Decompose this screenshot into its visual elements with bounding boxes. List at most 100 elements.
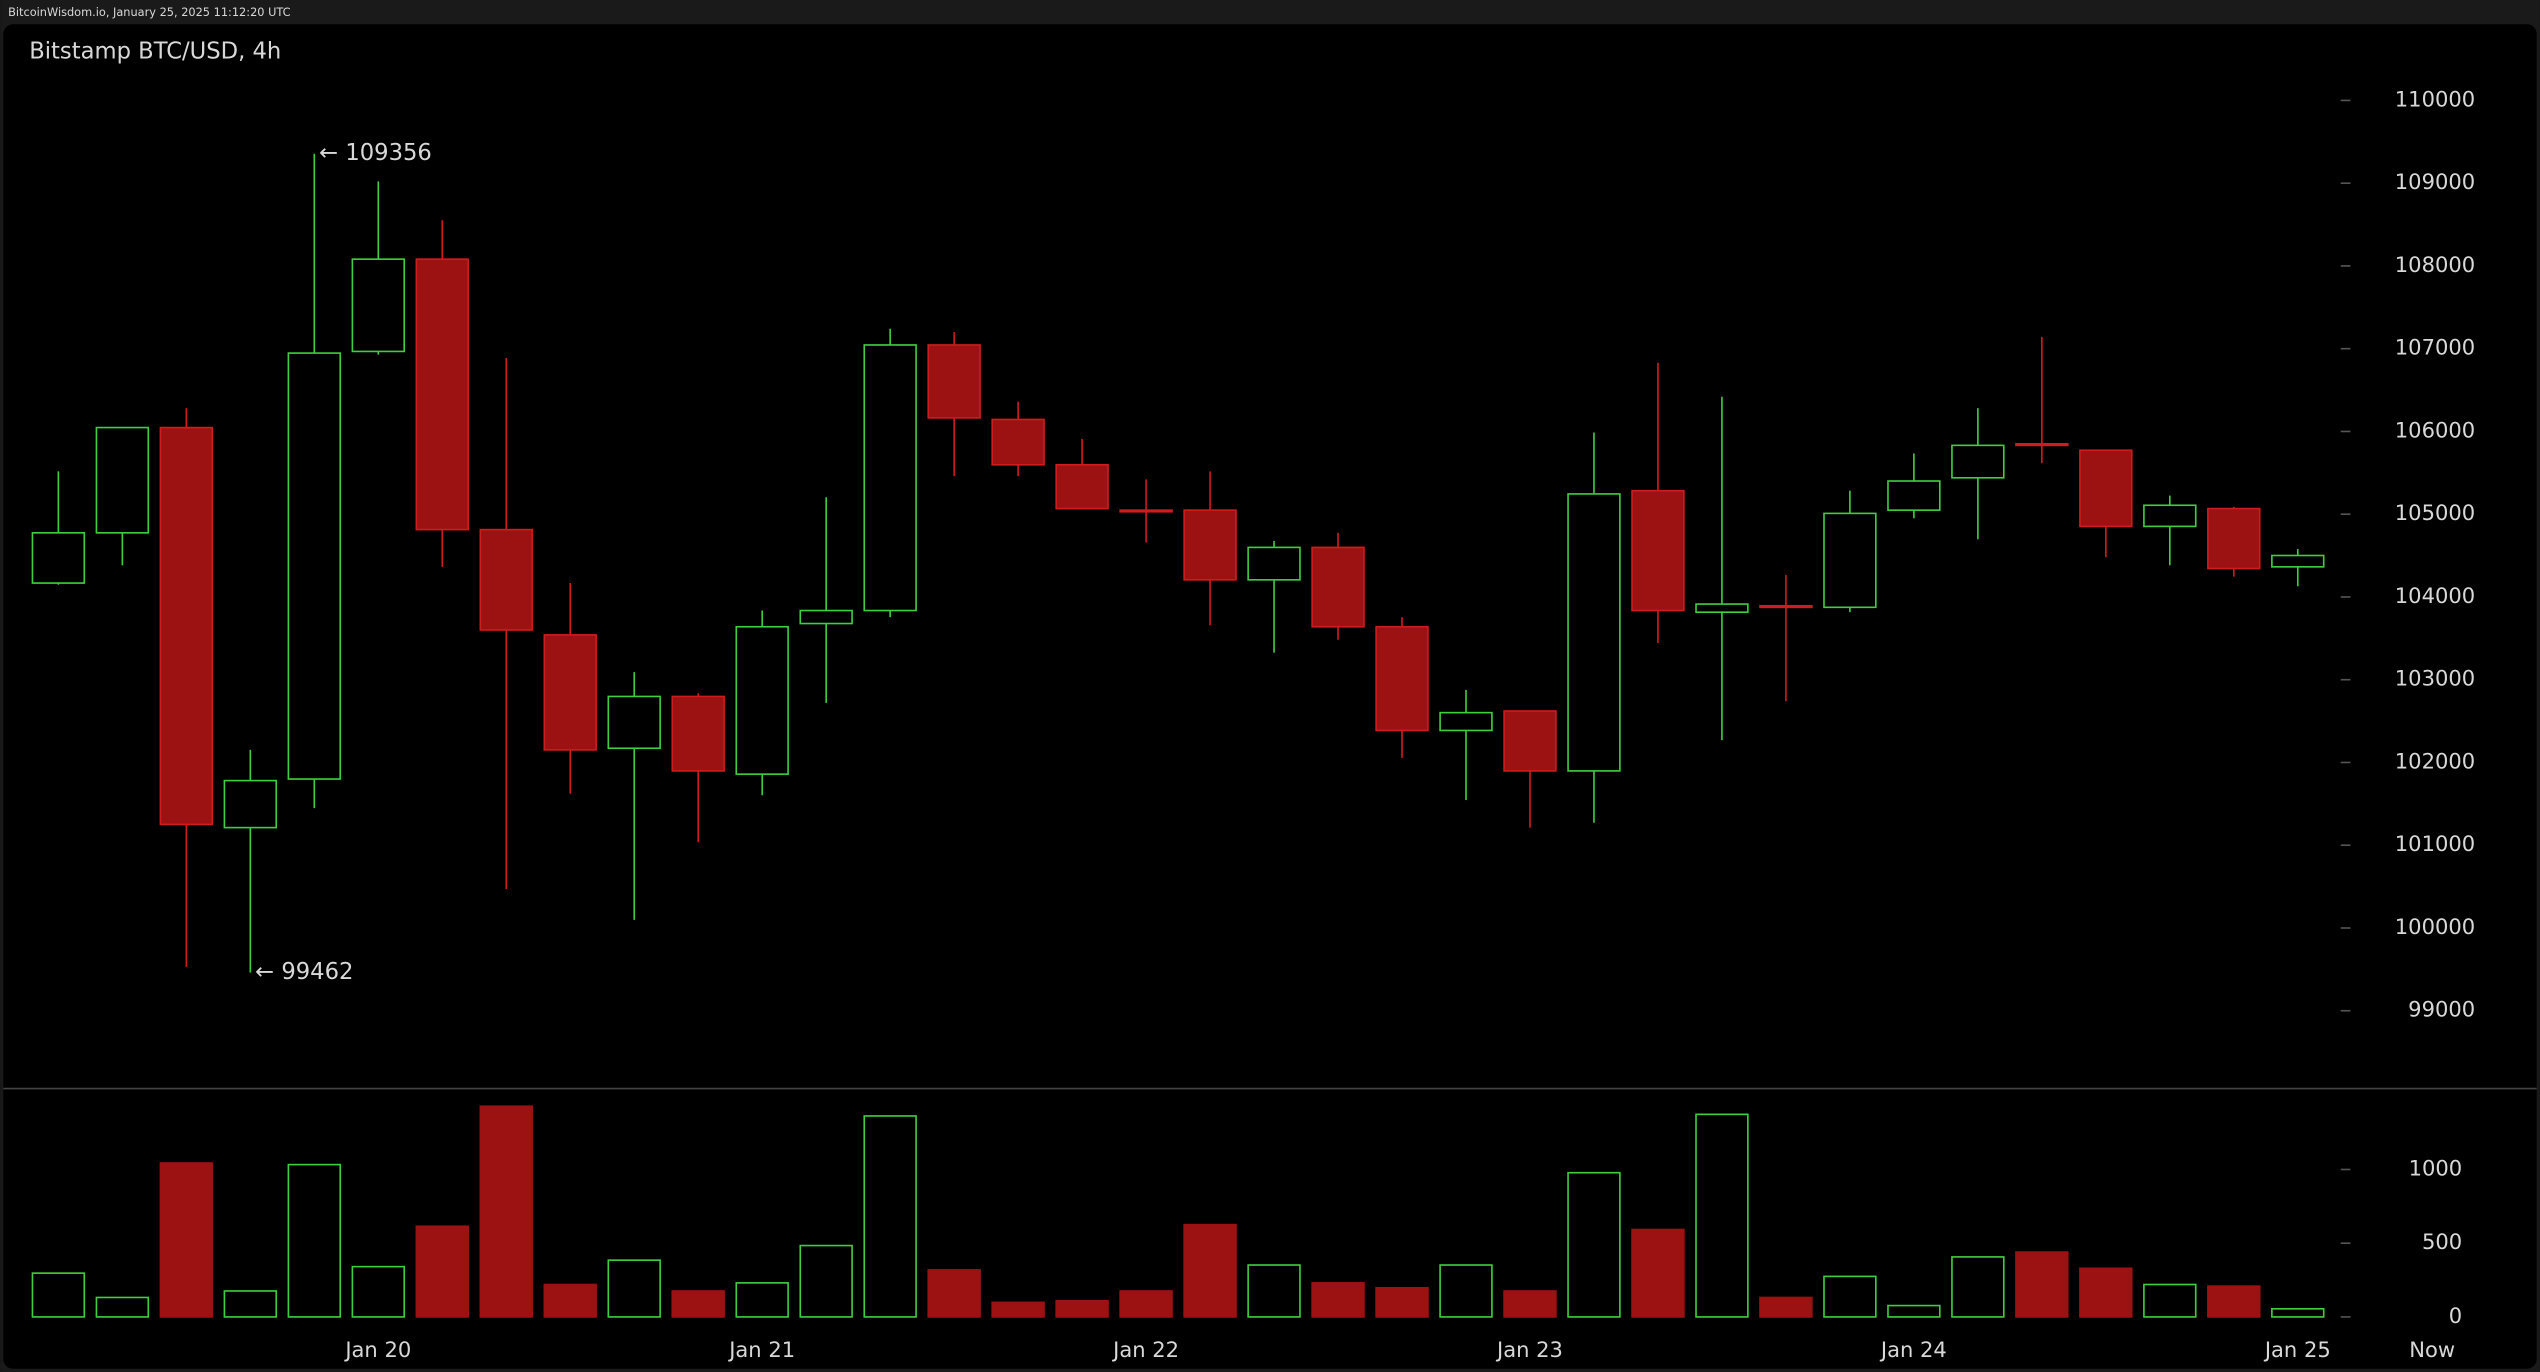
candle-body (1951, 444, 2005, 479)
volume-bar (479, 1105, 533, 1318)
volume-bar (31, 1272, 86, 1318)
volume-bar (1823, 1275, 1877, 1318)
volume-bar (2143, 1283, 2197, 1318)
y-tick-label: 102000 (2395, 748, 2475, 773)
volume-bar (1183, 1223, 1237, 1318)
volume-bar (799, 1244, 853, 1318)
candle-body (607, 695, 661, 750)
volume-bar (1951, 1256, 2005, 1318)
candle-body (1567, 493, 1621, 772)
candle-body (1247, 546, 1301, 581)
volume-bar (543, 1283, 597, 1318)
candle-body (1503, 710, 1557, 772)
candle-body (415, 258, 469, 531)
volume-bar (863, 1115, 917, 1318)
volume-bar (1567, 1171, 1621, 1318)
volume-bar (351, 1265, 406, 1318)
candle-body (351, 258, 406, 353)
volume-bar (1311, 1282, 1365, 1318)
candle-body (735, 625, 789, 775)
y-tick-label: 101000 (2395, 831, 2475, 856)
y-tick-label: 108000 (2395, 252, 2475, 277)
candle-body (1887, 480, 1941, 511)
candle-body (1311, 546, 1365, 628)
y-tick-label: 109000 (2395, 169, 2475, 194)
volume-bar (735, 1282, 789, 1318)
candle-body (1439, 711, 1493, 732)
volume-bar (2207, 1285, 2261, 1318)
y-tick-label: 104000 (2395, 583, 2475, 608)
candle-body (799, 609, 853, 625)
candle-body (1823, 512, 1877, 609)
volume-bar (1759, 1296, 1813, 1318)
candle-body (1119, 509, 1173, 513)
x-tick-label: Jan 22 (1111, 1337, 1179, 1362)
y-tick-label: 107000 (2395, 335, 2475, 360)
candle-body (2015, 442, 2069, 447)
candle-body (31, 532, 86, 584)
candle-body (1759, 604, 1813, 609)
x-tick-label: Jan 21 (727, 1337, 795, 1362)
volume-bar (95, 1296, 150, 1318)
header: BitcoinWisdom.io, January 25, 2025 11:12… (8, 5, 291, 19)
high-annotation: ← 109356 (319, 140, 432, 166)
chart-title: Bitstamp BTC/USD, 4h (29, 38, 281, 64)
candle-body (1375, 625, 1429, 732)
candle-body (95, 426, 150, 534)
candle-body (159, 426, 214, 826)
candle-body (543, 634, 597, 751)
volume-bar (1695, 1113, 1749, 1318)
candle-body (671, 695, 725, 772)
x-tick-label: Jan 20 (343, 1337, 411, 1362)
candle-body (2079, 449, 2133, 528)
candle-body (287, 352, 342, 780)
y-tick-label: 105000 (2395, 500, 2475, 525)
volume-bar (1503, 1290, 1557, 1318)
volume-bar (1247, 1264, 1301, 1318)
y-tick-label: 110000 (2395, 86, 2475, 111)
candle-body (2271, 554, 2325, 568)
volume-bar (415, 1225, 469, 1318)
candle-body (1631, 489, 1685, 612)
volume-bar (607, 1259, 661, 1318)
candle-body (479, 528, 533, 631)
volume-bar (1439, 1264, 1493, 1318)
low-annotation: ← 99462 (255, 959, 353, 985)
volume-bar (1375, 1286, 1429, 1318)
volume-bar (2015, 1251, 2069, 1318)
candle-body (223, 779, 278, 829)
y-tick-label: 100000 (2395, 914, 2475, 939)
candle-body (1183, 509, 1237, 581)
volume-bar (671, 1290, 725, 1318)
volume-bar (991, 1301, 1045, 1318)
volume-bar (2271, 1308, 2325, 1318)
candle-body (2143, 504, 2197, 528)
candle-body (1695, 603, 1749, 614)
y-tick-label: 0 (2449, 1303, 2462, 1328)
candle-body (991, 418, 1045, 466)
volume-bar (1887, 1304, 1941, 1318)
candle-body (1055, 463, 1109, 510)
volume-bar (1055, 1299, 1109, 1318)
y-tick-label: 103000 (2395, 666, 2475, 691)
volume-bar (287, 1163, 342, 1318)
volume-bar (927, 1269, 981, 1318)
volume-bar (223, 1290, 278, 1318)
candle-body (863, 344, 917, 612)
volume-bar (1119, 1290, 1173, 1318)
y-tick-label: 1000 (2409, 1155, 2463, 1180)
chart-area (3, 24, 2537, 1369)
volume-bar (159, 1162, 214, 1318)
x-tick-label: Jan 24 (1879, 1337, 1947, 1362)
volume-bar (1631, 1228, 1685, 1318)
volume-bar (2079, 1267, 2133, 1318)
y-tick-label: 500 (2422, 1229, 2462, 1254)
candle-body (927, 344, 981, 419)
candle-body (2207, 507, 2261, 570)
x-tick-label: Jan 23 (1495, 1337, 1563, 1362)
y-tick-label: 106000 (2395, 417, 2475, 442)
x-tick-label: Jan 25 (2263, 1337, 2331, 1362)
x-end-label: Now (2409, 1337, 2455, 1362)
